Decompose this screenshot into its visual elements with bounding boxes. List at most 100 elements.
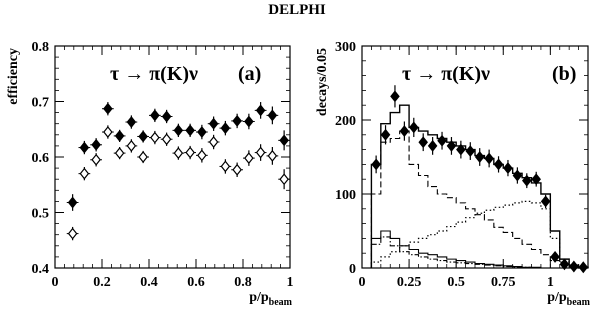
data-point-filled — [493, 158, 504, 171]
data-point-filled — [503, 162, 513, 175]
x-tick-label: 0.4 — [140, 275, 158, 290]
x-tick-label: 1 — [547, 275, 554, 290]
data-point-filled — [126, 116, 137, 128]
data-point-filled — [465, 145, 476, 158]
data-point-filled — [244, 115, 254, 128]
data-point-filled — [512, 169, 523, 182]
x-tick-label: 0.6 — [187, 275, 205, 290]
data-point-filled — [79, 141, 90, 154]
data-point-open — [185, 146, 195, 159]
data-point-filled — [418, 136, 428, 149]
panel-label: (b) — [552, 63, 576, 85]
data-point-filled — [559, 258, 570, 271]
data-point-filled — [267, 109, 278, 122]
panel-a: 0 0.2 0.4 0.6 0.8 10.40.50.60.70.8p/pbeameffi… — [6, 40, 294, 308]
data-point-filled — [437, 134, 447, 147]
data-point-open — [173, 147, 184, 160]
data-point-filled — [399, 125, 410, 138]
data-point-open — [220, 160, 231, 173]
y-axis-label: decays/0.05 — [315, 48, 330, 116]
data-point-filled — [427, 139, 438, 152]
data-point-filled — [220, 122, 231, 135]
data-point-filled — [197, 126, 207, 138]
data-point-open — [232, 163, 242, 176]
data-point-filled — [255, 104, 266, 117]
data-point-open — [150, 131, 160, 144]
data-point-filled — [185, 124, 195, 137]
data-point-filled — [150, 109, 160, 122]
series-open — [66, 125, 290, 241]
data-point-filled — [474, 151, 485, 163]
y-tick-label: 0.7 — [32, 96, 50, 111]
data-point-open — [161, 133, 172, 146]
panel-label: (a) — [238, 63, 261, 85]
y-axis-label: efficiency — [6, 48, 21, 105]
data-point-filled — [578, 261, 589, 274]
data-point-open — [103, 126, 113, 138]
data-point-filled — [540, 195, 551, 208]
decay-annotation: τ → π(K)ν — [110, 63, 198, 85]
data-point-open — [267, 149, 278, 162]
data-point-filled — [279, 134, 289, 147]
data-point-filled — [138, 130, 148, 143]
data-point-filled — [522, 174, 532, 187]
y-tick-label: 0.4 — [32, 262, 50, 277]
decay-annotation: τ → π(K)ν — [402, 63, 490, 85]
histogram-dash-dot — [370, 236, 588, 269]
data-point-open — [255, 146, 266, 159]
x-tick-label: 0.8 — [234, 275, 252, 290]
data-point-open — [244, 152, 254, 165]
y-tick-label: 200 — [335, 114, 356, 129]
data-point-filled — [390, 90, 400, 103]
data-point-open — [279, 173, 289, 186]
data-point-filled — [409, 121, 419, 134]
data-point-open — [126, 139, 137, 152]
y-tick-label: 0.6 — [32, 151, 50, 166]
histogram-solid-thin — [370, 230, 588, 269]
data-point-filled — [550, 250, 560, 263]
data-point-filled — [114, 129, 125, 142]
data-point-filled — [67, 196, 78, 209]
data-point-open — [138, 151, 148, 163]
x-tick-label: 0.2 — [93, 275, 111, 290]
data-point-filled — [446, 139, 457, 152]
x-axis-label: p/pbeam — [547, 290, 590, 308]
y-tick-label: 0.5 — [32, 207, 50, 222]
data-point-filled — [456, 143, 466, 156]
x-tick-label: 0 — [52, 275, 59, 290]
figure-title: DELPHI — [268, 2, 326, 18]
data-point-filled — [161, 110, 172, 123]
x-tick-label: 0.25 — [397, 275, 422, 290]
data-point-filled — [173, 124, 184, 137]
data-point-filled — [484, 152, 494, 165]
panel-b: 0 0.25 0.5 0.75 1 0 100 200 300 p/pbeam decays/0.0… — [315, 40, 591, 308]
data-point-open — [79, 167, 90, 180]
y-tick-label: 0.8 — [32, 40, 50, 55]
x-tick-label: 0.75 — [491, 275, 516, 290]
series-data-points — [371, 85, 589, 274]
panel-label-bg — [549, 60, 583, 86]
y-tick-label: 0 — [349, 262, 356, 277]
data-point-filled — [91, 138, 101, 151]
data-point-filled — [380, 128, 391, 141]
x-tick-label: 0.5 — [447, 275, 465, 290]
y-tick-label: 100 — [335, 188, 356, 203]
x-tick-label: 1 — [287, 275, 294, 290]
data-point-open — [208, 136, 219, 148]
data-point-filled — [569, 260, 579, 273]
x-axis-label: p/pbeam — [249, 290, 292, 308]
data-point-open — [197, 149, 207, 162]
series-filled — [66, 102, 290, 211]
x-tick-label: 0 — [359, 275, 366, 290]
data-point-filled — [531, 173, 541, 186]
data-point-open — [91, 153, 101, 166]
data-point-filled — [103, 102, 113, 115]
data-point-filled — [208, 117, 219, 130]
y-tick-label: 300 — [335, 40, 356, 55]
panel-label-bg — [235, 60, 285, 86]
data-point-open — [114, 147, 125, 160]
data-point-open — [67, 227, 78, 240]
data-point-filled — [371, 158, 381, 171]
data-point-filled — [232, 114, 242, 127]
